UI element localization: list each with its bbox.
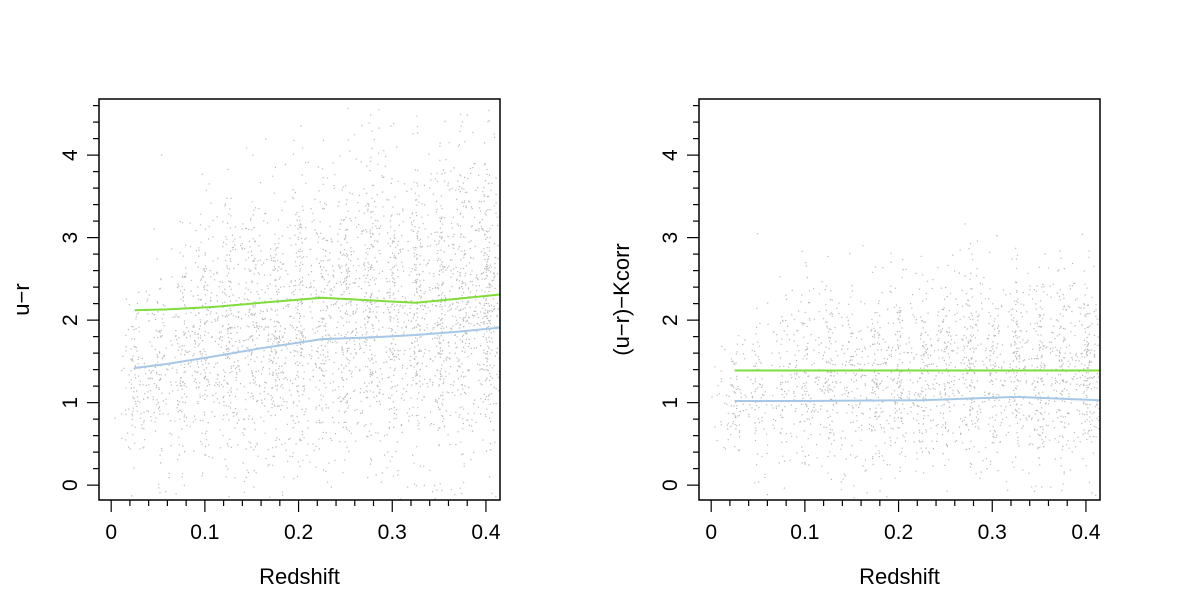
x-axis-title: Redshift	[859, 564, 940, 589]
y-tick-label: 4	[659, 149, 682, 161]
series-lines	[134, 293, 501, 369]
y-tick-label: 3	[59, 232, 82, 244]
plot-frame	[698, 98, 1101, 501]
scatter-cloud	[114, 107, 500, 500]
x-tick-label: 0.3	[378, 521, 407, 544]
x-tick-label: 0.2	[284, 521, 313, 544]
y-tick-label: 3	[659, 232, 682, 244]
scatter-cloud	[711, 223, 1100, 500]
scatter-points	[711, 223, 1100, 500]
y-tick-label: 1	[59, 397, 82, 409]
y-axis: 0 1 2 3 4	[659, 105, 699, 491]
x-axis: 0 0.1 0.2 0.3 0.4	[105, 500, 501, 544]
y-axis-title: u−r	[9, 283, 34, 315]
x-tick-label: 0.3	[978, 521, 1007, 544]
x-tick-label: 0.2	[884, 521, 913, 544]
y-tick-label: 0	[59, 479, 82, 491]
x-tick-label: 0	[705, 521, 717, 544]
series-line-upper	[134, 293, 501, 312]
x-axis-title: Redshift	[259, 564, 340, 589]
series-lines	[734, 369, 1101, 402]
y-axis: 0 1 2 3 4	[59, 105, 99, 491]
y-tick-label: 2	[59, 314, 82, 326]
panel-right: 0 0.1 0.2 0.3 0.4 0 1 2 3 4 Redshift (u−r)−Kcorr	[609, 98, 1101, 589]
x-tick-label: 0.1	[190, 521, 219, 544]
plot-frame	[98, 98, 501, 501]
panel-left: 0 0.1 0.2 0.3 0.4 0 1 2 3 4 Redshift u−r	[9, 98, 501, 589]
x-tick-label: 0	[105, 521, 117, 544]
y-tick-label: 0	[659, 479, 682, 491]
series-line-lower	[734, 395, 1101, 402]
scatter-points	[114, 107, 500, 500]
y-tick-label: 2	[659, 314, 682, 326]
series-line-lower	[134, 326, 501, 369]
y-axis-title: (u−r)−Kcorr	[609, 243, 634, 355]
x-tick-label: 0.4	[1071, 521, 1101, 544]
x-tick-label: 0.1	[790, 521, 819, 544]
x-tick-label: 0.4	[471, 521, 501, 544]
y-tick-label: 4	[59, 149, 82, 161]
x-axis: 0 0.1 0.2 0.3 0.4	[705, 500, 1101, 544]
y-tick-label: 1	[659, 397, 682, 409]
